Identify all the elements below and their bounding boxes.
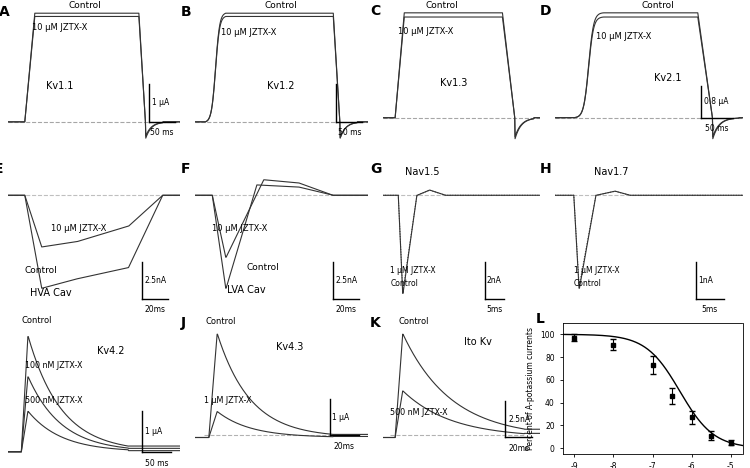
Text: Control: Control bbox=[642, 0, 674, 9]
Text: 20ms: 20ms bbox=[509, 444, 530, 453]
Text: 5ms: 5ms bbox=[486, 305, 502, 314]
Text: Control: Control bbox=[25, 266, 58, 275]
Text: Kv1.1: Kv1.1 bbox=[46, 81, 73, 91]
Text: 10 μM JZTX-X: 10 μM JZTX-X bbox=[220, 28, 276, 37]
Text: 50 ms: 50 ms bbox=[706, 124, 729, 133]
Text: 1 μA: 1 μA bbox=[332, 413, 350, 422]
Text: F: F bbox=[182, 162, 190, 176]
Text: E: E bbox=[0, 162, 3, 176]
Text: Control: Control bbox=[247, 263, 280, 271]
Text: Nav1.7: Nav1.7 bbox=[594, 167, 628, 176]
Text: Control: Control bbox=[574, 279, 602, 288]
Text: 1 μA: 1 μA bbox=[152, 98, 169, 107]
Text: Control: Control bbox=[398, 317, 429, 326]
Text: 2nA: 2nA bbox=[487, 276, 502, 285]
Text: 10 μM JZTX-X: 10 μM JZTX-X bbox=[596, 32, 652, 41]
Text: 10 μM JZTX-X: 10 μM JZTX-X bbox=[398, 27, 454, 36]
Text: Kv4.3: Kv4.3 bbox=[276, 342, 304, 352]
Text: Control: Control bbox=[426, 0, 459, 9]
Text: 1 μM JZTX-X: 1 μM JZTX-X bbox=[390, 266, 436, 275]
Text: 1 μM JZTX-X: 1 μM JZTX-X bbox=[574, 266, 620, 275]
Text: C: C bbox=[370, 4, 380, 18]
Text: 1 μM JZTX-X: 1 μM JZTX-X bbox=[203, 396, 251, 405]
Text: 0.8 μA: 0.8 μA bbox=[704, 97, 729, 107]
Text: 2.5nA: 2.5nA bbox=[508, 415, 530, 424]
Text: Control: Control bbox=[69, 1, 101, 10]
Text: 50 ms: 50 ms bbox=[338, 128, 362, 138]
Text: 1nA: 1nA bbox=[698, 276, 713, 285]
Text: B: B bbox=[182, 5, 192, 19]
Text: Kv2.1: Kv2.1 bbox=[654, 73, 681, 83]
Text: 10 μM JZTX-X: 10 μM JZTX-X bbox=[51, 225, 106, 234]
Text: A: A bbox=[0, 5, 10, 19]
Text: Control: Control bbox=[265, 1, 298, 10]
Text: 10 μM JZTX-X: 10 μM JZTX-X bbox=[212, 225, 268, 234]
Text: 20ms: 20ms bbox=[145, 305, 166, 314]
Text: Ito Kv: Ito Kv bbox=[464, 336, 492, 346]
Text: 5ms: 5ms bbox=[701, 305, 718, 314]
Text: K: K bbox=[370, 315, 381, 329]
Text: J: J bbox=[182, 315, 186, 329]
Text: 2.5nA: 2.5nA bbox=[335, 276, 358, 285]
Text: Nav1.5: Nav1.5 bbox=[405, 167, 439, 176]
Text: 10 μM JZTX-X: 10 μM JZTX-X bbox=[32, 22, 87, 31]
Text: Control: Control bbox=[21, 316, 52, 325]
Text: Kv1.3: Kv1.3 bbox=[440, 78, 467, 88]
Text: Kv1.2: Kv1.2 bbox=[268, 81, 295, 91]
Text: LVA Cav: LVA Cav bbox=[227, 285, 266, 295]
Text: 50 ms: 50 ms bbox=[145, 459, 169, 468]
Text: 20ms: 20ms bbox=[334, 442, 355, 451]
Text: Kv4.2: Kv4.2 bbox=[98, 346, 124, 356]
Text: 500 nM JZTX-X: 500 nM JZTX-X bbox=[25, 396, 82, 405]
Text: HVA Cav: HVA Cav bbox=[30, 288, 71, 299]
Text: 50 ms: 50 ms bbox=[150, 128, 174, 138]
Text: H: H bbox=[540, 162, 551, 176]
Text: 2.5nA: 2.5nA bbox=[145, 276, 166, 285]
Text: D: D bbox=[540, 4, 551, 18]
Text: 1 μA: 1 μA bbox=[145, 427, 162, 436]
Text: Control: Control bbox=[206, 317, 236, 326]
Text: 500 nM JZTX-X: 500 nM JZTX-X bbox=[390, 408, 448, 417]
Y-axis label: Percent of A-potassium currents: Percent of A-potassium currents bbox=[526, 327, 535, 450]
Text: L: L bbox=[536, 313, 544, 327]
Text: 20ms: 20ms bbox=[335, 305, 356, 314]
Text: 100 nM JZTX-X: 100 nM JZTX-X bbox=[25, 361, 82, 370]
Text: Control: Control bbox=[390, 279, 418, 288]
Text: G: G bbox=[370, 162, 381, 176]
